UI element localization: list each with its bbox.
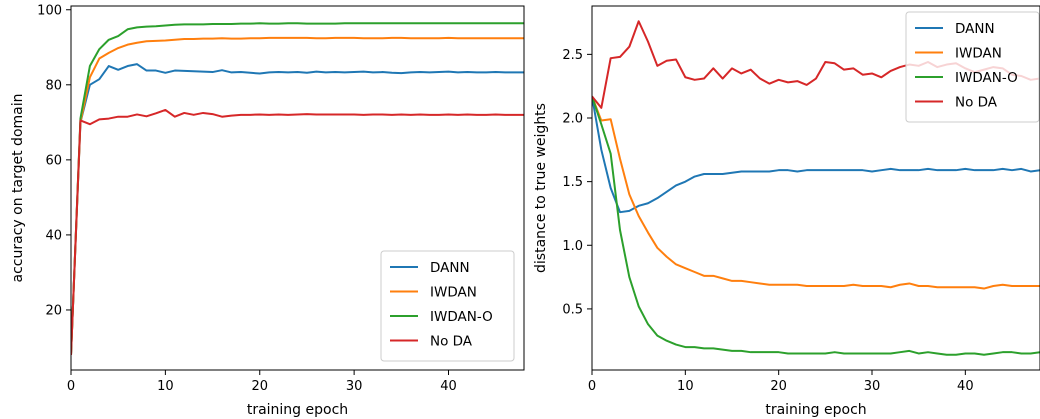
series-line-iwdan-o <box>592 96 1040 356</box>
y-tick-label: 2.5 <box>562 48 583 63</box>
y-tick-label: 100 <box>37 3 62 18</box>
x-tick-label: 10 <box>157 379 174 394</box>
x-tick-label: 10 <box>677 379 694 394</box>
legend-label: No DA <box>430 334 473 350</box>
x-axis-label: training epoch <box>247 402 348 418</box>
series-line-dann <box>71 63 524 356</box>
x-tick-label: 20 <box>770 379 787 394</box>
series-line-iwdan <box>592 96 1040 290</box>
y-tick-label: 1.0 <box>562 239 583 254</box>
legend: DANN IWDAN IWDAN-O No DA <box>905 11 1040 123</box>
y-tick-label: 60 <box>45 153 62 168</box>
legend-label: IWDAN <box>955 46 1002 62</box>
x-tick-label: 40 <box>957 379 974 394</box>
x-tick-label: 0 <box>67 379 75 394</box>
y-tick-label: 20 <box>45 303 62 318</box>
axes-frame <box>70 5 525 371</box>
y-axis-label: accuracy on target domain <box>10 94 26 283</box>
legend-label: IWDAN-O <box>955 70 1018 86</box>
x-tick-label: 30 <box>864 379 881 394</box>
y-axis-label: distance to true weights <box>533 103 549 273</box>
x-tick-label: 0 <box>588 379 596 394</box>
legend-label: IWDAN-O <box>430 309 493 325</box>
y-tick-label: 1.5 <box>562 175 583 190</box>
legend-label: DANN <box>955 21 995 37</box>
legend-label: DANN <box>430 260 470 276</box>
x-tick-label: 30 <box>346 379 363 394</box>
legend: DANN IWDAN IWDAN-O No DA <box>380 250 515 362</box>
legend-label: No DA <box>955 95 998 111</box>
x-axis-label: training epoch <box>765 402 866 418</box>
y-tick-label: 0.5 <box>562 302 583 317</box>
y-tick-label: 40 <box>45 228 62 243</box>
accuracy-chart: 0 10 20 30 40 20 40 60 80 100 training epoch accura… <box>10 3 525 418</box>
axes-frame <box>591 5 1040 371</box>
x-tick-label: 40 <box>440 379 457 394</box>
legend-label: IWDAN <box>430 285 477 301</box>
series-line-dann <box>592 96 1040 214</box>
series-line-iwdan <box>71 36 524 356</box>
x-tick-label: 20 <box>251 379 268 394</box>
y-tick-label: 80 <box>45 78 62 93</box>
y-tick-label: 2.0 <box>562 112 583 127</box>
series-line-iwdan-o <box>71 22 524 356</box>
distance-chart: 0 10 20 30 40 0.5 1.0 1.5 2.0 2.5 training epoch di… <box>533 5 1040 418</box>
series-line-no-da <box>71 108 524 356</box>
